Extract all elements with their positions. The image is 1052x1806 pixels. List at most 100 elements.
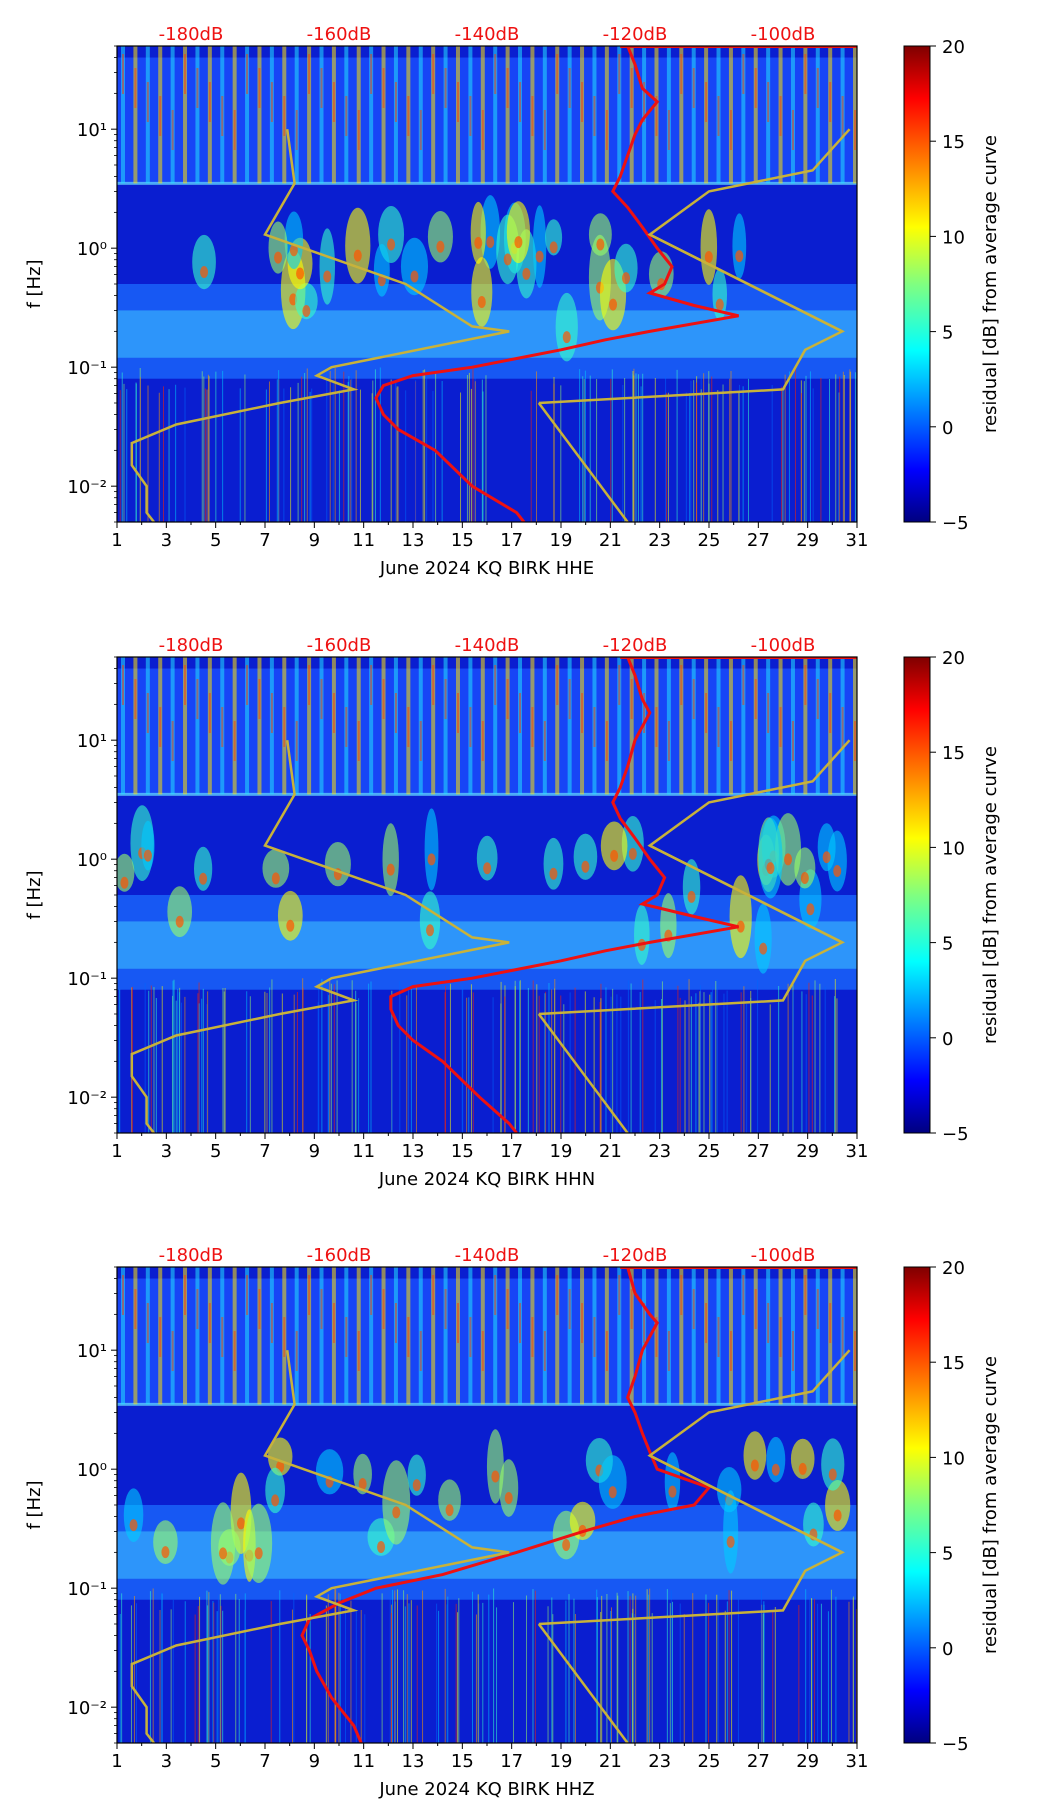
top-db-axis: -180dB -160dB -140dB -120dB -100dB (159, 635, 816, 656)
colorbar-label: residual [dB] from average curve (980, 746, 1001, 1044)
daily-stripes (121, 1267, 857, 1405)
x-tick-label: 17 (500, 530, 523, 551)
colorbar-tick-label: 0 (942, 1029, 953, 1050)
x-tick-label: 23 (648, 1141, 671, 1162)
db-label: -120dB (603, 635, 668, 656)
colorbar-tick-label: −5 (942, 1734, 969, 1755)
event-plumes (117, 805, 847, 974)
x-tick-label: 15 (451, 530, 474, 551)
colorbar-tick-label: 0 (942, 418, 953, 439)
colorbar-label: residual [dB] from average curve (980, 1356, 1001, 1654)
colorbar-gradient (903, 45, 931, 523)
x-tick-label: 13 (402, 1751, 425, 1772)
y-axis-label: f [Hz] (24, 259, 45, 308)
x-tick-label: 3 (161, 1141, 172, 1162)
x-tick-label: 11 (352, 1751, 375, 1772)
x-tick-label: 3 (161, 530, 172, 551)
y-axis-label: f [Hz] (24, 870, 45, 919)
y-axis: 10⁻² 10⁻¹ 10⁰ 10¹ f [Hz] (24, 1266, 117, 1744)
spectrogram-image (117, 657, 857, 1133)
event-plumes (123, 1429, 851, 1585)
colorbar: 20 15 10 5 0 −5 residual [dB] from average cur… (903, 37, 1001, 534)
colorbar-label: residual [dB] from average curve (980, 135, 1001, 433)
db-label: -180dB (159, 635, 224, 656)
y-tick-label: 10⁰ (77, 1460, 107, 1481)
x-tick-label: 5 (210, 1141, 221, 1162)
db-label: -120dB (603, 24, 668, 45)
colorbar-tick-label: 20 (942, 648, 965, 669)
event-plumes (192, 195, 747, 362)
noise-model-segment (649, 233, 843, 333)
low-noise-model-line (130, 1350, 510, 1743)
x-tick-label: 27 (747, 1141, 770, 1162)
db-label: -160dB (307, 1245, 372, 1266)
colorbar-tick-label: 15 (942, 132, 965, 153)
x-tick-label: 27 (747, 530, 770, 551)
x-tick-label: 17 (500, 1751, 523, 1772)
x-tick-label: 29 (796, 1141, 819, 1162)
top-db-axis: -180dB -160dB -140dB -120dB -100dB (159, 1245, 816, 1266)
spectrogram-image (117, 1267, 857, 1743)
colorbar-tick-label: 5 (942, 323, 953, 344)
db-label: -140dB (455, 24, 520, 45)
x-tick-label: 1 (111, 1141, 122, 1162)
x-tick-label: 3 (161, 1751, 172, 1772)
x-tick-label: 25 (698, 1751, 721, 1772)
db-label: -120dB (603, 1245, 668, 1266)
x-tick-label: 29 (796, 530, 819, 551)
low-noise-model-line (130, 740, 510, 1133)
y-tick-label: 10⁻¹ (67, 969, 107, 990)
db-label: -100dB (751, 635, 816, 656)
noise-model-segment (537, 402, 629, 522)
x-tick-label: 17 (500, 1141, 523, 1162)
daily-stripes (121, 46, 857, 184)
x-tick-label: 15 (451, 1751, 474, 1772)
x-tick-label: 19 (550, 530, 573, 551)
y-tick-label: 10⁻² (67, 1088, 107, 1109)
x-axis-label: June 2024 KQ BIRK HHE (379, 558, 594, 579)
db-label: -160dB (307, 635, 372, 656)
colorbar: 20 15 10 5 0 −5 residual [dB] from average cur… (903, 648, 1001, 1145)
y-tick-label: 10⁻¹ (67, 358, 107, 379)
colorbar-tick-label: −5 (942, 513, 969, 534)
colorbar-gradient (903, 1266, 931, 1744)
colorbar-tick-label: 5 (942, 934, 953, 955)
long-period-streaks (119, 1588, 857, 1743)
high-frequency-band (117, 1278, 857, 1405)
x-axis-label: June 2024 KQ BIRK HHZ (378, 1779, 594, 1800)
x-tick-label: 25 (698, 530, 721, 551)
long-period-streaks (119, 367, 856, 522)
colorbar-tick-label: −5 (942, 1124, 969, 1145)
y-axis-label: f [Hz] (24, 1480, 45, 1529)
x-tick-label: 21 (599, 1141, 622, 1162)
high-frequency-band (117, 57, 857, 184)
x-tick-label: 27 (747, 1751, 770, 1772)
noise-model-curves (130, 739, 851, 1133)
median-psd-line (389, 657, 739, 1133)
x-tick-label: 5 (210, 530, 221, 551)
noise-model-segment (649, 1454, 843, 1554)
x-tick-label: 11 (352, 1141, 375, 1162)
x-tick-label: 21 (599, 530, 622, 551)
long-period-streaks (117, 978, 838, 1133)
y-axis: 10⁻² 10⁻¹ 10⁰ 10¹ f [Hz] (24, 45, 117, 523)
x-tick-label: 15 (451, 1141, 474, 1162)
colorbar-tick-label: 15 (942, 1353, 965, 1374)
x-tick-label: 11 (352, 530, 375, 551)
db-label: -100dB (751, 1245, 816, 1266)
colorbar-tick-label: 10 (942, 838, 965, 859)
x-tick-label: 9 (309, 1141, 320, 1162)
y-tick-label: 10⁻² (67, 477, 107, 498)
db-label: -140dB (455, 1245, 520, 1266)
spectrogram-image (117, 46, 857, 522)
y-tick-label: 10¹ (77, 120, 107, 141)
top-db-axis: -180dB -160dB -140dB -120dB -100dB (159, 24, 816, 45)
colorbar-tick-label: 5 (942, 1544, 953, 1565)
y-tick-label: 10⁻² (67, 1698, 107, 1719)
x-tick-label: 9 (309, 530, 320, 551)
low-noise-model-line (130, 129, 510, 522)
